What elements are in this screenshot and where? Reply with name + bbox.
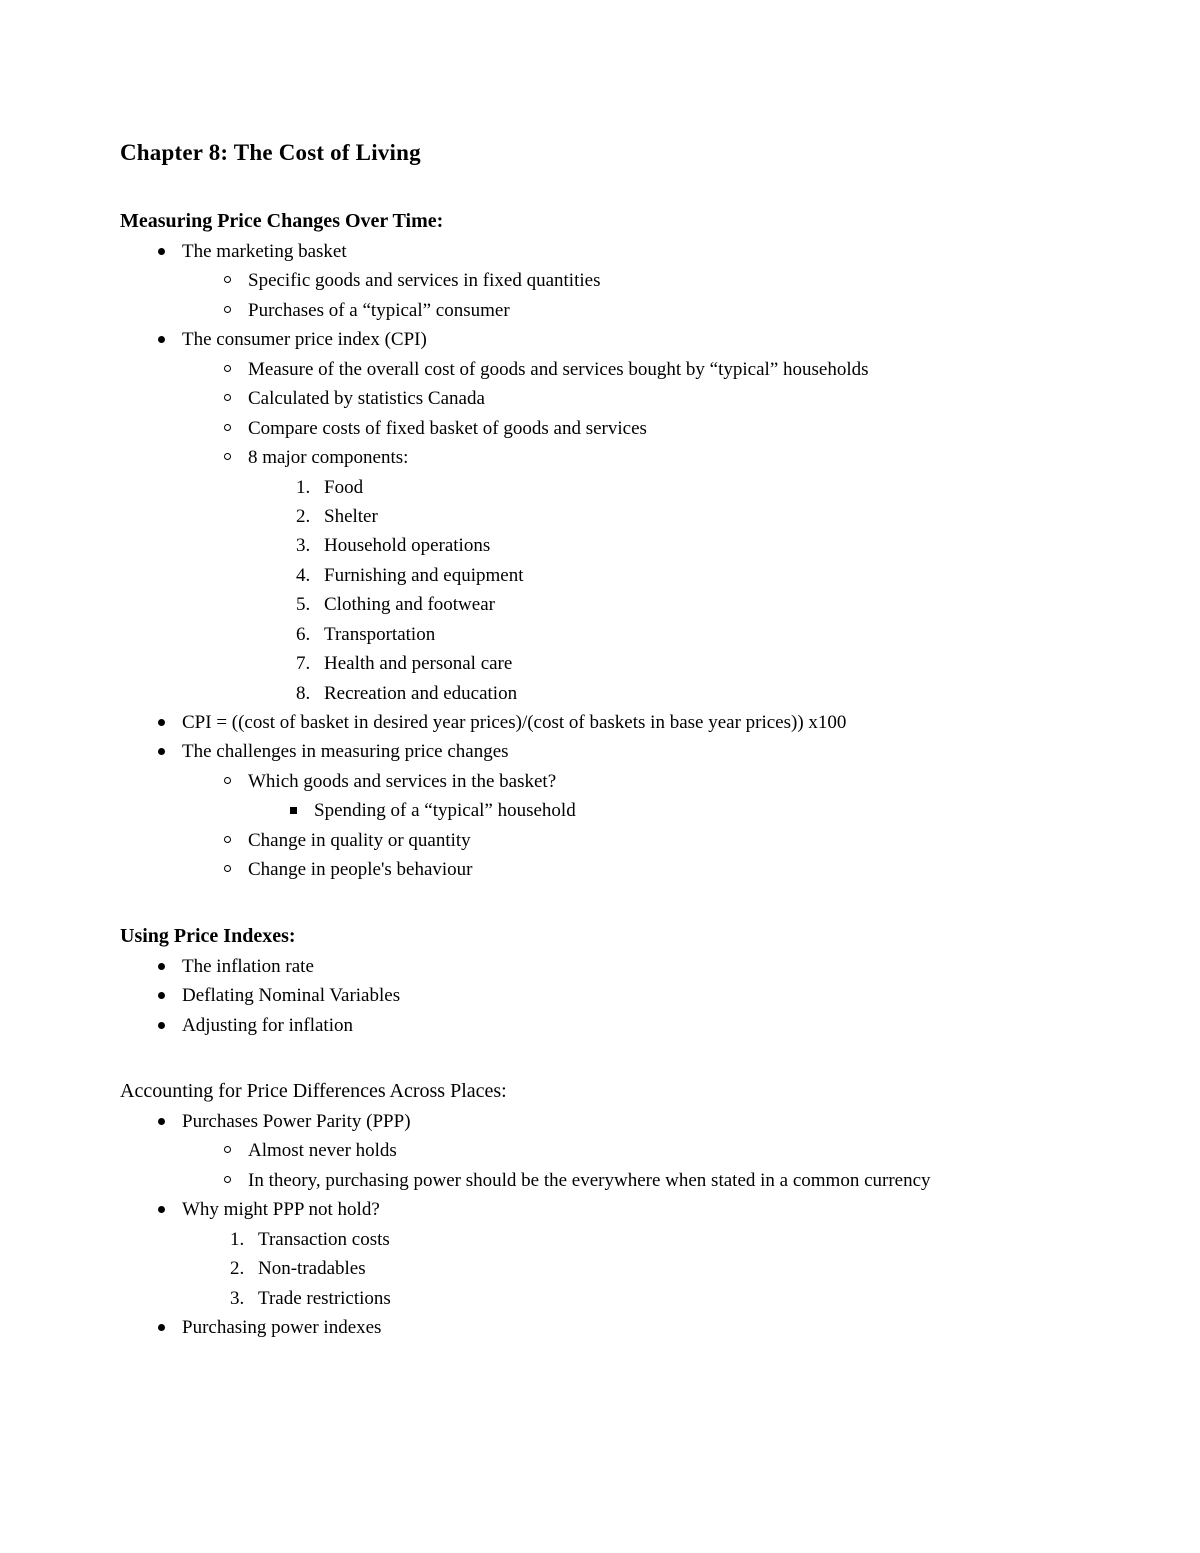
- list-item: The inflation rate: [164, 952, 1080, 981]
- section-heading-3: Accounting for Price Differences Across …: [120, 1080, 1080, 1103]
- list-item: Almost never holds: [230, 1136, 1080, 1165]
- bullet-list-2: The inflation rate Deflating Nominal Var…: [120, 952, 1080, 1040]
- list-item: Measure of the overall cost of goods and…: [230, 355, 1080, 384]
- list-item-text: Health and personal care: [324, 653, 512, 674]
- list-item: Food: [296, 473, 1080, 502]
- sub-list: Measure of the overall cost of goods and…: [182, 355, 1080, 708]
- chapter-title: Chapter 8: The Cost of Living: [120, 140, 1080, 166]
- list-item-text: Furnishing and equipment: [324, 565, 523, 586]
- list-item-text: Measure of the overall cost of goods and…: [248, 359, 869, 380]
- section-heading-1: Measuring Price Changes Over Time:: [120, 210, 1080, 233]
- list-item: Transportation: [296, 620, 1080, 649]
- list-item: Purchases Power Parity (PPP) Almost neve…: [164, 1107, 1080, 1195]
- list-item-text: Trade restrictions: [258, 1288, 391, 1309]
- list-item-text: Change in people's behaviour: [248, 859, 473, 880]
- list-item-text: Compare costs of fixed basket of goods a…: [248, 418, 647, 439]
- list-item-text: 8 major components:: [248, 447, 408, 468]
- section-heading-2: Using Price Indexes:: [120, 925, 1080, 948]
- list-item: Spending of a “typical” household: [296, 796, 1080, 825]
- list-item-text: Shelter: [324, 506, 378, 527]
- list-item: Adjusting for inflation: [164, 1011, 1080, 1040]
- list-item-text: CPI = ((cost of basket in desired year p…: [182, 712, 846, 733]
- list-item-text: Clothing and footwear: [324, 594, 495, 615]
- list-item-text: Change in quality or quantity: [248, 830, 471, 851]
- list-item-text: The marketing basket: [182, 241, 347, 262]
- list-item: The consumer price index (CPI) Measure o…: [164, 325, 1080, 708]
- list-item: In theory, purchasing power should be th…: [230, 1166, 1080, 1195]
- list-item-text: Non-tradables: [258, 1258, 366, 1279]
- list-item: Trade restrictions: [230, 1284, 1080, 1313]
- list-item: Why might PPP not hold? Transaction cost…: [164, 1195, 1080, 1313]
- list-item-text: Food: [324, 477, 363, 498]
- list-item: Furnishing and equipment: [296, 561, 1080, 590]
- list-item: Purchases of a “typical” consumer: [230, 296, 1080, 325]
- list-item: Purchasing power indexes: [164, 1313, 1080, 1342]
- list-item: CPI = ((cost of basket in desired year p…: [164, 708, 1080, 737]
- list-item-text: Deflating Nominal Variables: [182, 985, 400, 1006]
- list-item-text: Transaction costs: [258, 1229, 390, 1250]
- list-item-text: Purchases Power Parity (PPP): [182, 1111, 411, 1132]
- list-item: Specific goods and services in fixed qua…: [230, 266, 1080, 295]
- list-item-text: Recreation and education: [324, 683, 517, 704]
- list-item-text: Purchasing power indexes: [182, 1317, 381, 1338]
- bullet-list-3: Purchases Power Parity (PPP) Almost neve…: [120, 1107, 1080, 1343]
- list-item: Which goods and services in the basket? …: [230, 767, 1080, 826]
- list-item-text: Household operations: [324, 535, 490, 556]
- list-item: Health and personal care: [296, 649, 1080, 678]
- list-item-text: The challenges in measuring price change…: [182, 741, 509, 762]
- list-item-text: Why might PPP not hold?: [182, 1199, 380, 1220]
- document-page: Chapter 8: The Cost of Living Measuring …: [0, 0, 1200, 1553]
- square-list: Spending of a “typical” household: [248, 796, 1080, 825]
- list-item: Transaction costs: [230, 1225, 1080, 1254]
- list-item: The marketing basket Specific goods and …: [164, 237, 1080, 325]
- list-item: Non-tradables: [230, 1254, 1080, 1283]
- list-item-text: The consumer price index (CPI): [182, 329, 427, 350]
- list-item: Shelter: [296, 502, 1080, 531]
- list-item-text: Almost never holds: [248, 1140, 397, 1161]
- list-item: The challenges in measuring price change…: [164, 737, 1080, 884]
- list-item: Change in quality or quantity: [230, 826, 1080, 855]
- list-item: Recreation and education: [296, 679, 1080, 708]
- list-item-text: Transportation: [324, 624, 435, 645]
- list-item-text: Spending of a “typical” household: [314, 800, 576, 821]
- list-item-text: Which goods and services in the basket?: [248, 771, 556, 792]
- bullet-list-1: The marketing basket Specific goods and …: [120, 237, 1080, 885]
- list-item-text: Purchases of a “typical” consumer: [248, 300, 510, 321]
- list-item: Household operations: [296, 531, 1080, 560]
- sub-list: Specific goods and services in fixed qua…: [182, 266, 1080, 325]
- sub-list: Which goods and services in the basket? …: [182, 767, 1080, 885]
- list-item-text: Calculated by statistics Canada: [248, 388, 485, 409]
- list-item: Clothing and footwear: [296, 590, 1080, 619]
- list-item-text: Specific goods and services in fixed qua…: [248, 270, 600, 291]
- list-item: 8 major components: Food Shelter Househo…: [230, 443, 1080, 708]
- list-item-text: The inflation rate: [182, 956, 314, 977]
- list-item-text: In theory, purchasing power should be th…: [248, 1170, 931, 1191]
- list-item: Compare costs of fixed basket of goods a…: [230, 414, 1080, 443]
- list-item: Change in people's behaviour: [230, 855, 1080, 884]
- sub-list: Almost never holds In theory, purchasing…: [182, 1136, 1080, 1195]
- list-item: Calculated by statistics Canada: [230, 384, 1080, 413]
- numbered-list: Food Shelter Household operations Furnis…: [248, 473, 1080, 709]
- list-item-text: Adjusting for inflation: [182, 1015, 353, 1036]
- list-item: Deflating Nominal Variables: [164, 981, 1080, 1010]
- numbered-list: Transaction costs Non-tradables Trade re…: [182, 1225, 1080, 1313]
